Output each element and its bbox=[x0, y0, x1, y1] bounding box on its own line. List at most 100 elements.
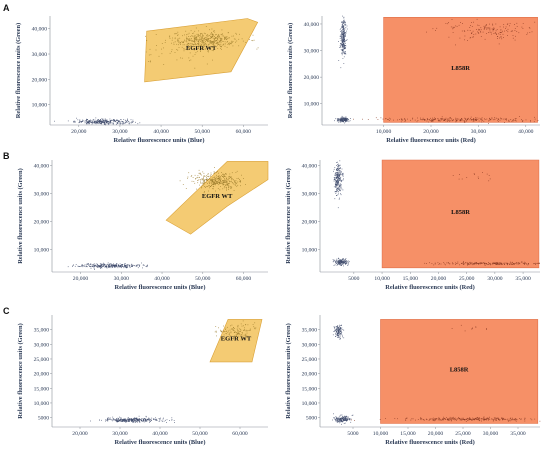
droplet-point bbox=[108, 267, 110, 268]
droplet-point bbox=[445, 119, 447, 120]
droplet-point bbox=[201, 47, 203, 48]
droplet-point bbox=[99, 119, 100, 121]
droplet-point bbox=[420, 119, 422, 120]
droplet-point bbox=[135, 420, 137, 422]
droplet-point bbox=[178, 44, 179, 46]
droplet-point bbox=[528, 263, 529, 265]
droplet-point bbox=[341, 260, 342, 262]
droplet-point bbox=[224, 176, 225, 177]
droplet-point bbox=[347, 119, 349, 121]
droplet-point bbox=[146, 419, 147, 421]
droplet-point bbox=[336, 174, 337, 176]
droplet-point bbox=[343, 418, 344, 420]
droplet-point bbox=[397, 119, 398, 121]
droplet-point bbox=[452, 28, 454, 30]
droplet-point bbox=[116, 421, 118, 423]
droplet-point bbox=[126, 265, 128, 267]
droplet-point bbox=[342, 117, 344, 119]
droplet-point bbox=[154, 418, 156, 420]
droplet-point bbox=[420, 417, 422, 419]
droplet-point bbox=[226, 173, 227, 175]
droplet-point bbox=[335, 177, 337, 178]
droplet-point bbox=[454, 418, 456, 419]
droplet-point bbox=[348, 416, 349, 418]
droplet-point bbox=[203, 40, 205, 41]
droplet-point bbox=[337, 183, 339, 185]
droplet-point bbox=[196, 45, 198, 47]
droplet-point bbox=[337, 175, 338, 177]
droplet-point bbox=[192, 43, 194, 45]
droplet-point bbox=[95, 263, 97, 265]
droplet-point bbox=[125, 420, 127, 421]
droplet-point bbox=[340, 170, 342, 172]
droplet-point bbox=[231, 35, 233, 37]
x-tick-label: 40,000 bbox=[153, 129, 169, 135]
droplet-point bbox=[341, 417, 342, 419]
droplet-point bbox=[124, 267, 126, 268]
droplet-point bbox=[216, 181, 217, 182]
droplet-point bbox=[497, 119, 498, 121]
droplet-point bbox=[212, 44, 214, 45]
droplet-point bbox=[446, 262, 448, 264]
droplet-point bbox=[206, 40, 207, 41]
droplet-point bbox=[412, 117, 414, 119]
droplet-point bbox=[203, 183, 204, 184]
droplet-point bbox=[334, 198, 336, 200]
droplet-point bbox=[348, 261, 350, 263]
droplet-point bbox=[339, 421, 341, 422]
droplet-point bbox=[388, 120, 390, 121]
droplet-point bbox=[484, 419, 486, 420]
droplet-point bbox=[134, 418, 136, 419]
droplet-point bbox=[494, 117, 496, 118]
droplet-point bbox=[137, 420, 139, 422]
droplet-point bbox=[215, 183, 217, 185]
droplet-point bbox=[185, 49, 187, 50]
droplet-point bbox=[190, 59, 192, 61]
x-axis-title: Relative fluorescence units (Red) bbox=[386, 137, 476, 144]
droplet-point bbox=[478, 262, 480, 264]
y-tick-label: 30,000 bbox=[34, 342, 50, 348]
droplet-point bbox=[466, 262, 468, 264]
droplet-point bbox=[245, 324, 246, 326]
droplet-point bbox=[342, 119, 343, 121]
droplet-point bbox=[338, 333, 340, 334]
droplet-point bbox=[204, 37, 205, 39]
droplet-point bbox=[200, 33, 201, 34]
droplet-point bbox=[90, 122, 92, 123]
droplet-point bbox=[483, 28, 485, 30]
droplet-point bbox=[99, 263, 101, 265]
droplet-point bbox=[479, 419, 481, 421]
droplet-point bbox=[228, 177, 229, 179]
droplet-point bbox=[193, 49, 195, 51]
droplet-point bbox=[226, 184, 227, 186]
droplet-point bbox=[234, 181, 235, 182]
droplet-point bbox=[531, 31, 533, 33]
droplet-point bbox=[207, 40, 209, 42]
droplet-point bbox=[335, 418, 337, 419]
droplet-point bbox=[422, 117, 424, 119]
droplet-point bbox=[474, 174, 475, 175]
droplet-point bbox=[217, 184, 219, 186]
droplet-point bbox=[431, 263, 433, 264]
droplet-point bbox=[169, 52, 171, 54]
droplet-point bbox=[452, 26, 454, 28]
droplet-point bbox=[233, 179, 234, 181]
droplet-point bbox=[347, 419, 348, 421]
droplet-point bbox=[489, 178, 491, 180]
droplet-point bbox=[212, 179, 214, 181]
x-tick-label: 20,000 bbox=[428, 431, 444, 437]
droplet-point bbox=[449, 120, 450, 122]
droplet-point bbox=[464, 39, 465, 41]
droplet-point bbox=[221, 35, 223, 37]
droplet-point bbox=[88, 122, 89, 123]
droplet-point bbox=[342, 21, 344, 23]
droplet-point bbox=[534, 418, 536, 420]
droplet-point bbox=[206, 175, 207, 177]
droplet-point bbox=[341, 45, 343, 46]
droplet-point bbox=[340, 419, 341, 420]
droplet-point bbox=[427, 118, 428, 120]
droplet-point bbox=[223, 184, 225, 185]
droplet-point bbox=[342, 46, 343, 47]
droplet-point bbox=[234, 335, 235, 337]
droplet-point bbox=[496, 264, 498, 265]
